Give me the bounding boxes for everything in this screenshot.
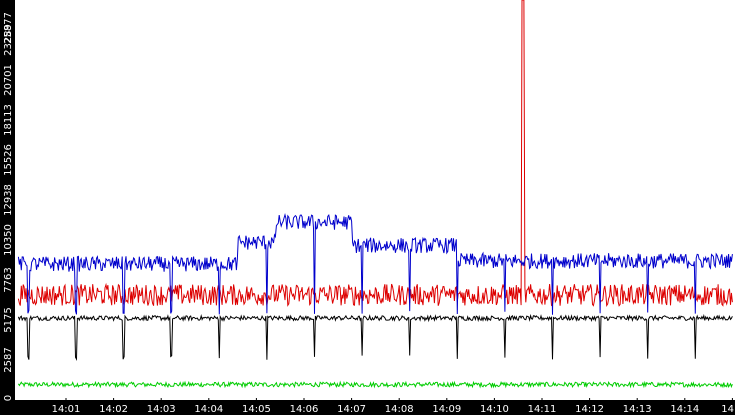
series-line-black xyxy=(17,313,733,361)
y-tick-label: 0 xyxy=(3,395,14,401)
y-tick-label: 18113 xyxy=(3,104,14,136)
x-tick-label: 14:07 xyxy=(337,404,366,415)
x-axis-bar xyxy=(0,400,735,415)
series-line-red xyxy=(17,0,733,308)
x-tick-label: 14:08 xyxy=(385,404,414,415)
x-tick-label: 14:03 xyxy=(147,404,176,415)
x-tick-label: 14:06 xyxy=(290,404,319,415)
x-tick-label: 14:10 xyxy=(480,404,509,415)
x-tick-label: 14:14 xyxy=(670,404,699,415)
y-axis-bar xyxy=(0,0,15,415)
x-tick-label: 14:09 xyxy=(432,404,461,415)
x-tick-label: 14:01 xyxy=(52,404,81,415)
y-tick-label: 2587 xyxy=(3,347,14,372)
series-line-green xyxy=(17,380,733,389)
x-tick-label: 14:12 xyxy=(575,404,604,415)
series-line-blue xyxy=(17,212,733,315)
y-tick-label: 5175 xyxy=(3,307,14,332)
y-tick-label: 10350 xyxy=(3,224,14,256)
x-axis-ticks: 14:01 14:02 14:03 14:04 14:05 14:06 14:07 14:08… xyxy=(52,398,734,415)
x-tick-label: 14:02 xyxy=(99,404,128,415)
x-tick-label: 14 xyxy=(721,404,734,415)
x-tick-label: 14:04 xyxy=(194,404,223,415)
y-tick-label: 7763 xyxy=(3,267,14,292)
y-tick-label: 15526 xyxy=(3,144,14,176)
y-tick-label: 20701 xyxy=(3,64,14,96)
x-tick-label: 14:05 xyxy=(242,404,271,415)
x-tick-label: 14:13 xyxy=(623,404,652,415)
y-axis-ticks: 0 2587 5175 7763 10350 12938 15526 18113 20701 23… xyxy=(3,12,14,401)
y-tick-label: 23289 xyxy=(3,24,14,56)
y-tick-label: 25877 xyxy=(3,12,14,44)
series-layer xyxy=(17,0,733,389)
y-tick-label: 12938 xyxy=(3,184,14,216)
x-tick-label: 14:11 xyxy=(528,404,557,415)
